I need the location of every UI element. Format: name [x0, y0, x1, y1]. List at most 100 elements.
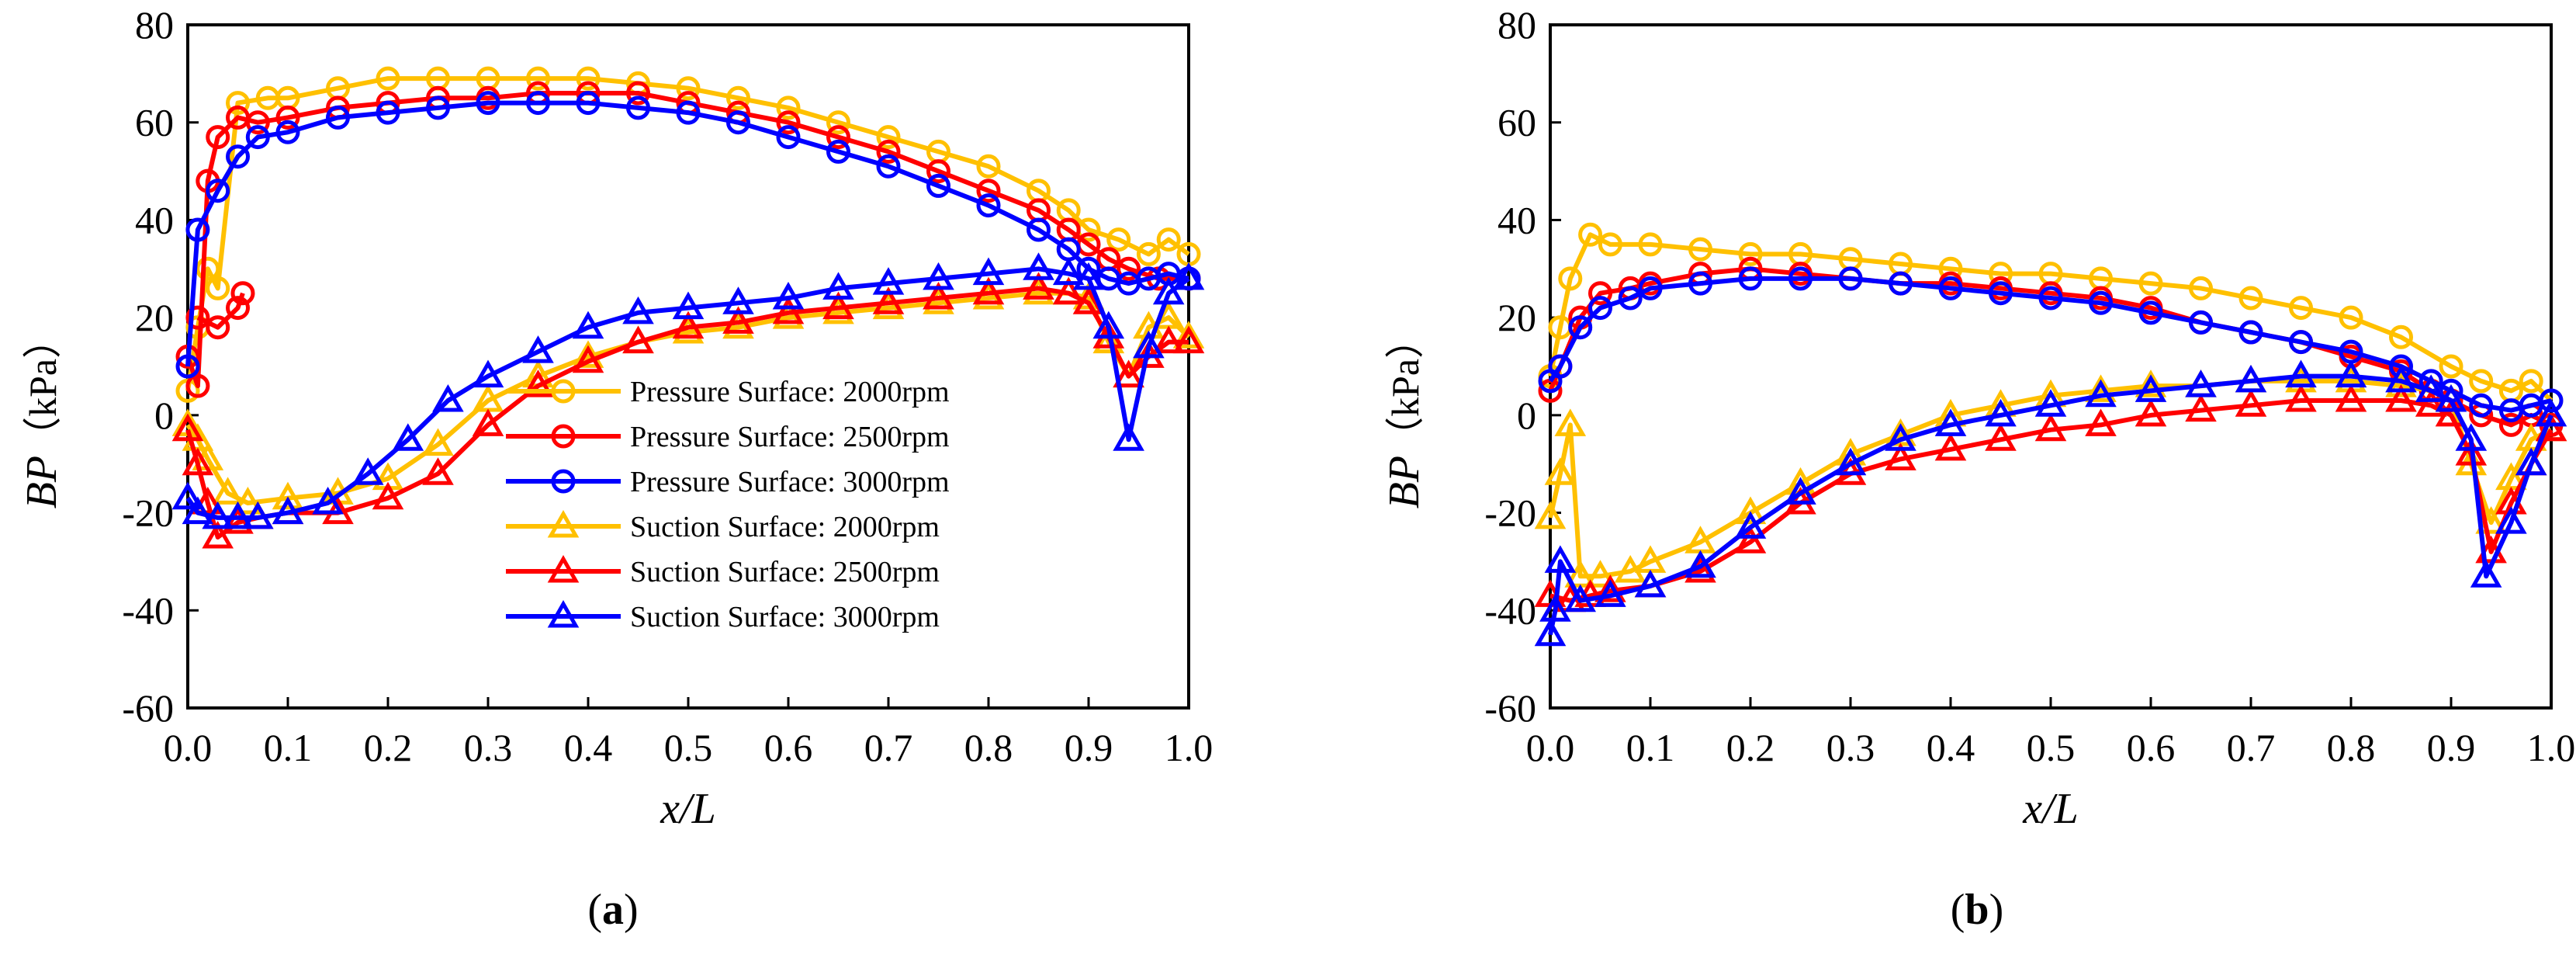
data-point [272, 481, 304, 510]
data-point [1938, 276, 1963, 300]
x-tick-label: 0.5 [2027, 726, 2076, 769]
legend-label: Suction Surface: 2500rpm [630, 556, 940, 588]
data-point [672, 311, 705, 339]
y-tick-label: 80 [135, 3, 174, 47]
data-point [1113, 359, 1144, 388]
legend-label: Pressure Surface: 2000rpm [630, 376, 950, 408]
legend-entry: Pressure Surface: 3000rpm [506, 466, 950, 498]
chart-panel-a: -60 -40 -20 0 20 40 60 80 0.0 0.1 0.2 0.3 0.4 0.5 0.6 0… [18, 3, 1213, 934]
x-tick-label: 0.4 [1927, 726, 1975, 769]
data-point [1634, 569, 1667, 598]
x-tick-label: 1.0 [2527, 726, 2576, 769]
data-point [572, 340, 604, 368]
data-point [923, 286, 954, 314]
data-point [2285, 359, 2317, 388]
data-point [1885, 423, 1916, 451]
data-point [2185, 394, 2217, 422]
x-tick-label: 0.5 [664, 726, 713, 769]
data-point [822, 291, 854, 320]
data-point [672, 291, 705, 320]
x-tick-label: 0.7 [864, 726, 913, 769]
data-point [2385, 364, 2417, 393]
legend-swatch-marker [551, 469, 576, 494]
data-point [202, 501, 234, 529]
data-point [2085, 408, 2117, 436]
data-point [472, 359, 504, 388]
data-point [2335, 383, 2367, 412]
data-point [1638, 276, 1663, 300]
data-point [426, 95, 450, 120]
data-point [206, 125, 230, 150]
data-point [212, 477, 244, 505]
x-tick-label: 0.8 [964, 726, 1013, 769]
legend-label: Suction Surface: 3000rpm [630, 601, 940, 633]
data-point [923, 281, 954, 310]
data-point [192, 486, 224, 515]
series-3 [175, 91, 1201, 379]
data-point [2469, 393, 2494, 418]
data-point [232, 486, 264, 515]
data-point [1136, 241, 1161, 266]
data-point [1834, 447, 1867, 476]
y-axis-title-variable: BP [1380, 456, 1428, 508]
data-point [230, 281, 255, 306]
legend-swatch-marker [551, 379, 576, 404]
data-point [1113, 423, 1144, 451]
y-tick-label: 40 [135, 198, 174, 241]
x-tick-label: 0.6 [2127, 726, 2176, 769]
y-axis-title: BP（kPa） [1380, 320, 1428, 508]
data-point [206, 276, 230, 300]
data-point [676, 100, 701, 125]
legend-swatch-marker [547, 509, 580, 538]
data-point [1889, 271, 1913, 296]
data-point [2235, 389, 2267, 417]
y-tick-label: -60 [122, 686, 174, 730]
data-point [185, 305, 210, 330]
legend-swatch-marker [547, 599, 580, 628]
data-point [822, 272, 854, 300]
data-point [2135, 370, 2167, 397]
data-point [1172, 325, 1205, 354]
panel-label-letter: b [1965, 886, 1989, 934]
data-point [1688, 271, 1712, 296]
panel-label: (a) [587, 886, 638, 934]
x-tick-label: 0.2 [364, 726, 413, 769]
data-point [1023, 252, 1054, 280]
data-point [1052, 276, 1085, 305]
data-point [872, 286, 905, 314]
data-point [2339, 305, 2363, 330]
data-point [2415, 374, 2447, 402]
x-tick-label: 1.0 [1165, 726, 1214, 769]
y-tick-label: 20 [135, 296, 174, 339]
data-point [776, 95, 801, 120]
data-point [1544, 545, 1577, 573]
data-point [2085, 379, 2117, 408]
series-6 [171, 252, 1205, 529]
data-point [1684, 550, 1716, 578]
data-point [376, 66, 400, 91]
x-axis-title: x/L [2022, 785, 2079, 833]
data-point [1618, 286, 1643, 311]
y-tick-label: 60 [1497, 101, 1536, 144]
data-point [1052, 257, 1085, 286]
data-point [206, 315, 230, 340]
data-point [572, 345, 604, 373]
x-tick-label: 0.6 [764, 726, 813, 769]
y-tick-label: 80 [1497, 3, 1536, 47]
data-point [1092, 311, 1125, 339]
data-point [2238, 320, 2263, 345]
data-point [1578, 222, 1603, 247]
legend-label: Pressure Surface: 2500rpm [630, 421, 950, 453]
data-point [376, 100, 400, 125]
x-tick-label: 0.1 [1626, 726, 1675, 769]
data-point [522, 335, 554, 363]
data-point [1985, 398, 2017, 427]
data-point [522, 370, 554, 397]
data-point [2498, 412, 2523, 437]
y-tick-label: -60 [1484, 686, 1536, 730]
data-point [626, 81, 650, 106]
data-point [2470, 560, 2502, 588]
data-point [1594, 579, 1626, 607]
y-tick-label: -20 [1484, 491, 1536, 535]
data-point [622, 325, 654, 354]
